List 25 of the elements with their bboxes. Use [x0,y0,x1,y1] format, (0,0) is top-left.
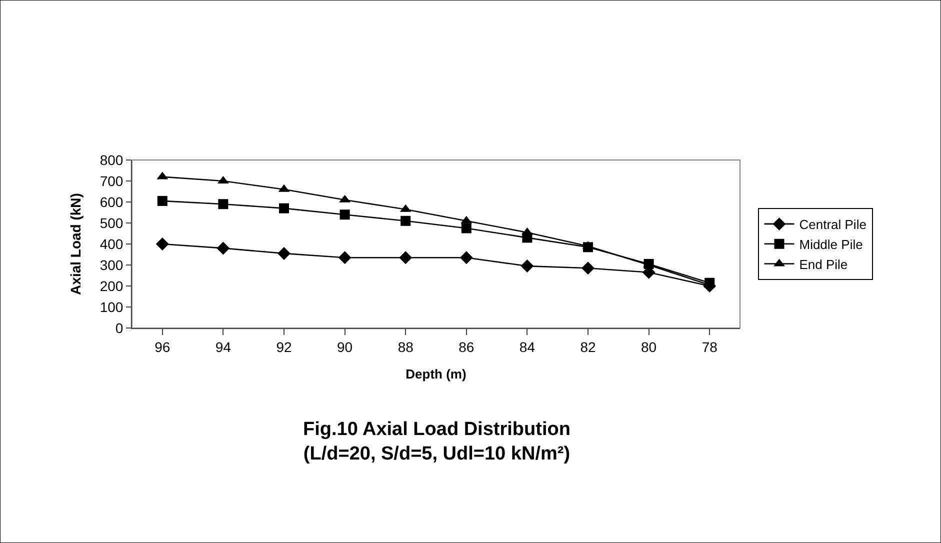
x-tick-label: 96 [154,338,170,355]
x-tick-label: 80 [641,338,657,355]
y-axis-title: Axial Load (kN) [67,193,84,295]
y-tick-label: 0 [115,320,124,336]
x-tick-label: 92 [276,338,292,355]
x-tick-label: 94 [215,338,232,355]
x-tick-label: 86 [458,338,474,355]
x-tick-label: 88 [398,338,414,355]
y-tick-label: 100 [100,298,124,315]
legend-label: Middle Pile [799,236,863,252]
x-tick-label: 78 [702,338,718,355]
y-tick-label: 600 [100,194,124,210]
x-tick-label: 84 [519,338,536,355]
y-tick-label: 200 [100,278,124,294]
y-tick-label: 300 [100,256,124,273]
y-tick-label: 500 [100,214,124,231]
legend-label: Central Pile [799,217,866,232]
x-tick-label: 90 [337,338,353,355]
legend-label: End Pile [799,256,848,272]
y-tick-label: 400 [100,236,124,252]
text: Fig.10 Axial Load Distribution (L/d=20, S/d=5, Udl=10 kN/m²) [303,419,570,465]
y-tick-label: 700 [100,172,124,189]
x-tick-label: 82 [580,338,596,355]
x-axis-title: Depth (m) [406,366,466,382]
y-tick-label: 800 [100,152,124,168]
